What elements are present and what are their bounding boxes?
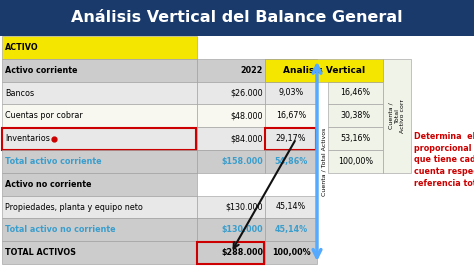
Bar (328, 82, 383, 104)
Text: 29,17%: 29,17% (276, 134, 306, 143)
Text: Propiedades, planta y equipo neto: Propiedades, planta y equipo neto (5, 202, 143, 211)
Bar (2, 59, 197, 82)
Bar (2, 173, 197, 196)
Bar (197, 82, 265, 104)
Text: $288.000: $288.000 (221, 248, 263, 257)
Text: $26.000: $26.000 (230, 89, 263, 98)
Text: Inventarios: Inventarios (5, 134, 50, 143)
Text: Total activo corriente: Total activo corriente (5, 157, 101, 166)
Bar (197, 127, 265, 150)
Bar (197, 59, 265, 82)
Bar (265, 127, 317, 150)
Bar (197, 104, 265, 127)
Text: 9,03%: 9,03% (278, 89, 304, 98)
Bar (265, 196, 317, 218)
Text: 100,00%: 100,00% (338, 157, 373, 166)
Bar (383, 59, 411, 173)
Text: Activo no corriente: Activo no corriente (5, 180, 91, 189)
Bar (265, 82, 317, 104)
Text: 16,46%: 16,46% (340, 89, 371, 98)
Bar (197, 196, 265, 218)
Text: Determina  el peso
proporcional (%),
que tiene cada
cuenta respecto a
referencia: Determina el peso proporcional (%), que … (414, 132, 474, 188)
Bar (265, 241, 317, 264)
Text: Analisis Vertical: Analisis Vertical (283, 66, 365, 75)
Text: Cuenta /
Total
Activo corr: Cuenta / Total Activo corr (389, 99, 405, 133)
Text: 2022: 2022 (241, 66, 263, 75)
Bar (265, 218, 317, 241)
Text: Bancos: Bancos (5, 89, 34, 98)
Bar (2, 104, 197, 127)
Text: $48.000: $48.000 (230, 111, 263, 120)
Bar (328, 127, 383, 150)
Bar (265, 59, 383, 82)
Text: $158.000: $158.000 (221, 157, 263, 166)
Bar (2, 82, 197, 104)
Bar (265, 104, 317, 127)
Text: 45,14%: 45,14% (276, 202, 306, 211)
Text: Cuentas por cobrar: Cuentas por cobrar (5, 111, 83, 120)
Text: $130.000: $130.000 (221, 225, 263, 234)
Text: 16,67%: 16,67% (276, 111, 306, 120)
Bar (265, 59, 317, 82)
Bar (197, 241, 265, 264)
Text: Total activo no corriente: Total activo no corriente (5, 225, 116, 234)
Text: ACTIVO: ACTIVO (5, 43, 38, 52)
Bar (2, 241, 197, 264)
Text: $130.000: $130.000 (226, 202, 263, 211)
Text: Cuenta / Total Activos: Cuenta / Total Activos (321, 127, 327, 196)
Bar (265, 150, 317, 173)
Bar (328, 104, 383, 127)
Bar (328, 150, 383, 173)
Bar (2, 127, 197, 150)
Bar (2, 196, 197, 218)
Text: 100,00%: 100,00% (272, 248, 310, 257)
Bar (197, 218, 265, 241)
Bar (197, 150, 265, 173)
Bar (2, 218, 197, 241)
Text: 45,14%: 45,14% (274, 225, 308, 234)
Text: TOTAL ACTIVOS: TOTAL ACTIVOS (5, 248, 76, 257)
Text: $84.000: $84.000 (230, 134, 263, 143)
Bar (2, 36, 197, 59)
Text: Análisis Vertical del Balance General: Análisis Vertical del Balance General (71, 10, 403, 26)
Text: 30,38%: 30,38% (340, 111, 371, 120)
Text: Activo corriente: Activo corriente (5, 66, 78, 75)
Bar (2, 150, 197, 173)
FancyBboxPatch shape (0, 0, 474, 36)
Text: 53,16%: 53,16% (340, 134, 371, 143)
Text: 54,86%: 54,86% (274, 157, 308, 166)
